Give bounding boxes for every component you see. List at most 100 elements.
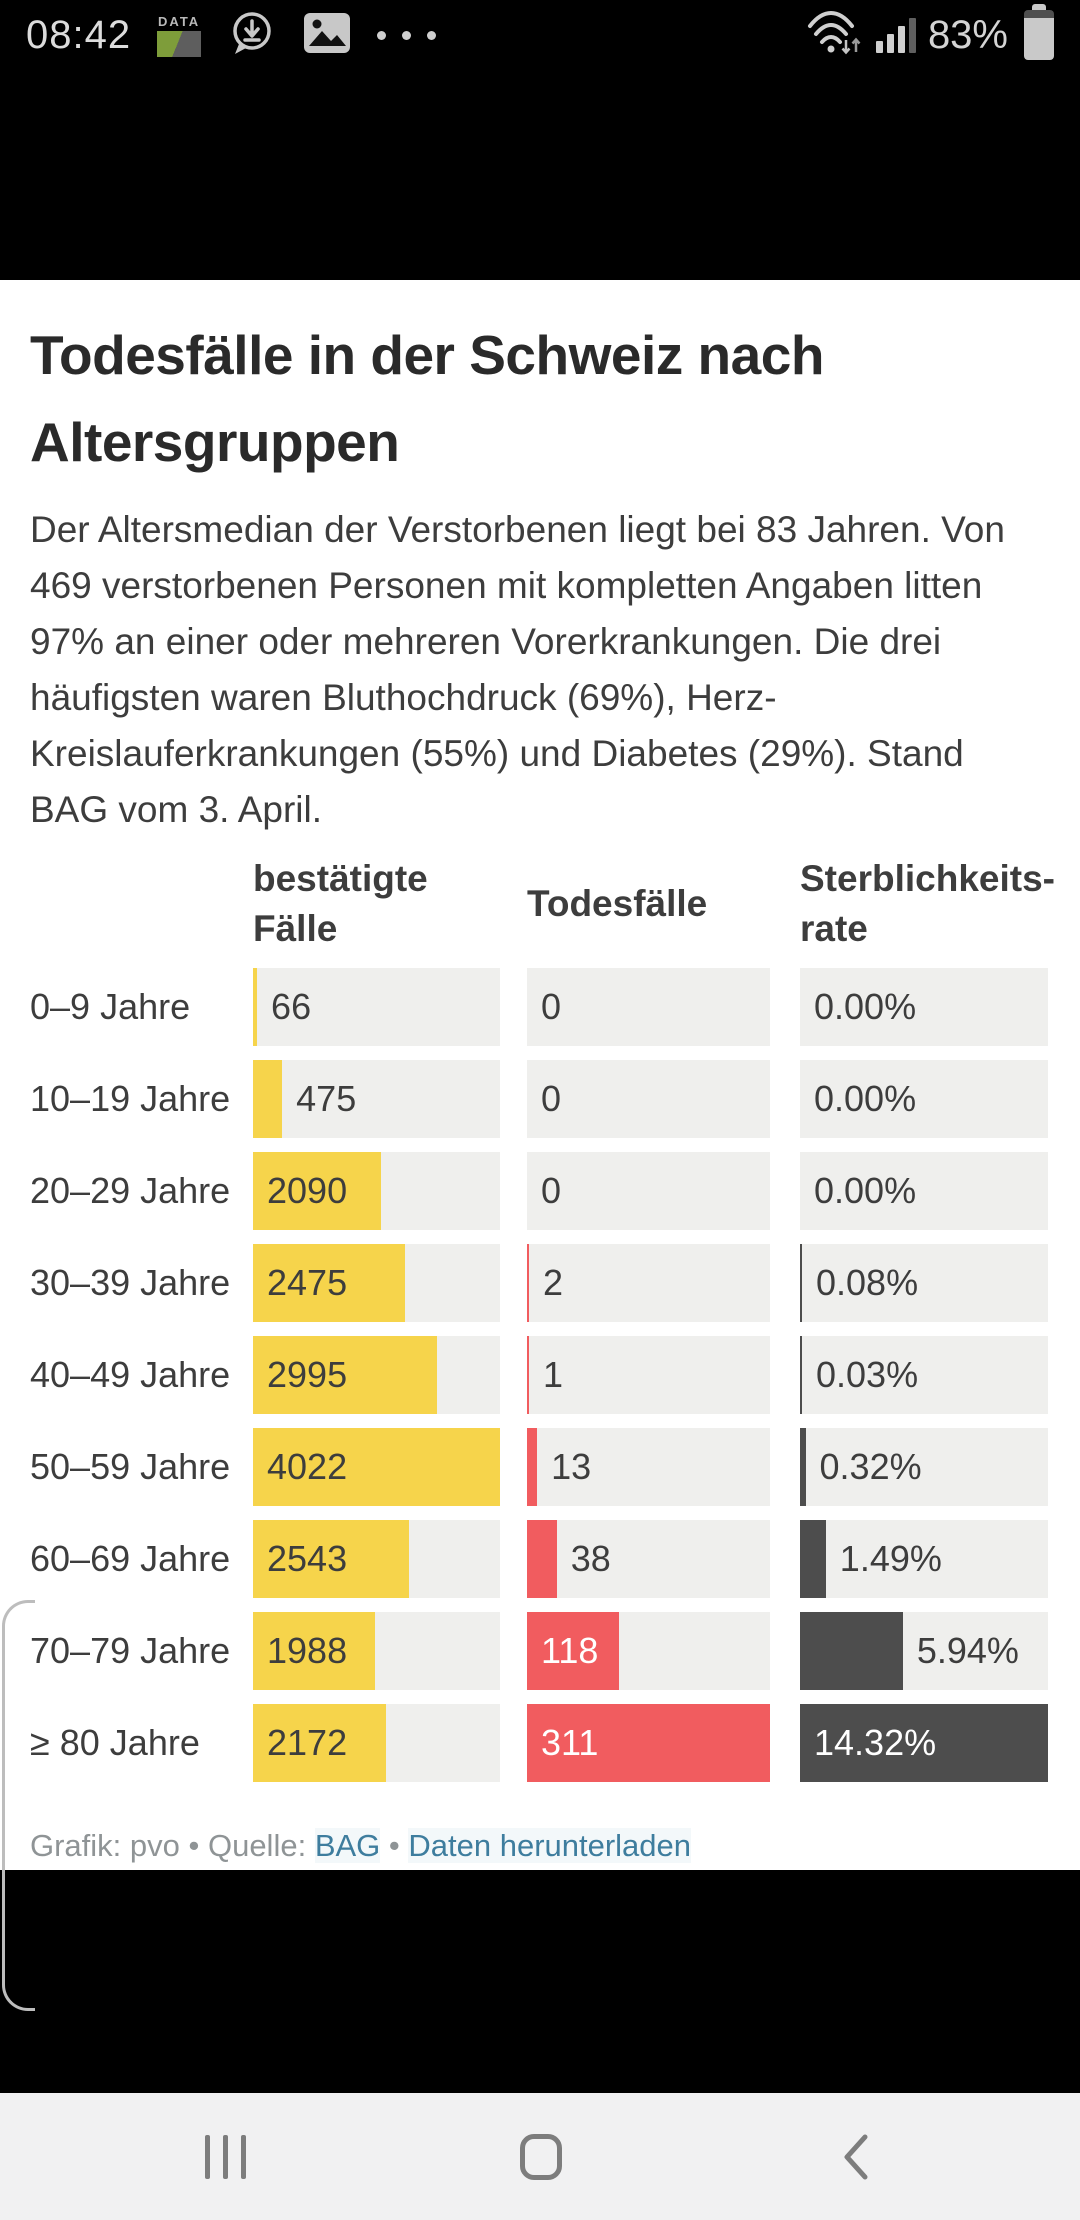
mortality-track: 5.94% [800, 1612, 1048, 1690]
mortality-bar [800, 1336, 802, 1414]
data-usage-icon: DATA [157, 14, 202, 57]
chart-rows: 0–9 Jahre 66 0 0.00% 10–19 Jahre 475 0 0.00% 20–… [30, 968, 1050, 1782]
deaths-value-label: 0 [541, 986, 562, 1027]
mortality-value-label: 0.32% [819, 1446, 922, 1487]
mortality-track: 1.49% [800, 1520, 1048, 1598]
article-card: Todesfälle in der Schweiz nach Altersgru… [0, 280, 1080, 1870]
mortality-value-label: 0.00% [814, 1170, 917, 1211]
source-link[interactable]: BAG [314, 1828, 381, 1863]
chart-row: 50–59 Jahre 4022 13 0.32% [30, 1428, 1050, 1506]
cases-value-label: 2475 [267, 1262, 348, 1303]
cases-bar [253, 1152, 382, 1230]
deaths-bar [527, 1428, 538, 1506]
age-group-label: 20–29 Jahre [30, 1170, 231, 1211]
deaths-track: 118 [527, 1612, 770, 1690]
battery-icon [1024, 4, 1054, 60]
mortality-track: 0.32% [800, 1428, 1048, 1506]
download-notification-icon [227, 8, 277, 63]
recents-button[interactable] [205, 2134, 246, 2179]
mortality-bar [800, 1704, 1048, 1782]
mortality-value-label: 0.08% [816, 1262, 919, 1303]
age-group-label: 60–69 Jahre [30, 1538, 231, 1579]
mortality-track: 14.32% [800, 1704, 1048, 1782]
mortality-track: 0.00% [800, 968, 1048, 1046]
cases-value-label: 66 [271, 986, 312, 1027]
cases-bar [253, 1336, 437, 1414]
deaths-track: 0 [527, 968, 770, 1046]
column-header-mortality: Sterblichkeits-rate [800, 858, 1055, 949]
cases-track: 66 [253, 968, 500, 1046]
article-body: Der Altersmedian der Verstorbenen liegt … [30, 509, 1005, 830]
credit-separator: • [380, 1828, 409, 1863]
mortality-value-label: 5.94% [916, 1630, 1019, 1671]
age-group-label: 70–79 Jahre [30, 1630, 231, 1671]
chart-credit: Grafik: pvo • Quelle: BAG • Daten herunt… [30, 1828, 1050, 1864]
mortality-value-label: 1.49% [839, 1538, 942, 1579]
mortality-bar [800, 1428, 806, 1506]
chart-row: 0–9 Jahre 66 0 0.00% [30, 968, 1050, 1046]
cases-bar [253, 1612, 376, 1690]
page-title: Todesfälle in der Schweiz nach Altersgru… [30, 324, 824, 473]
data-usage-label: DATA [158, 14, 201, 29]
age-group-label: 40–49 Jahre [30, 1354, 231, 1395]
battery-percent: 83% [927, 12, 1008, 57]
mortality-value-label: 14.32% [814, 1722, 937, 1763]
chart-row: 20–29 Jahre 2090 0 0.00% [30, 1152, 1050, 1230]
navigation-bar [0, 2093, 1080, 2220]
deaths-value-label: 0 [541, 1078, 562, 1119]
deaths-value-label: 311 [541, 1722, 599, 1763]
cases-value-label: 475 [296, 1078, 357, 1119]
gallery-notification-icon [303, 12, 351, 59]
home-button[interactable] [519, 2133, 562, 2180]
deaths-bar [527, 1704, 770, 1782]
column-header-cases: bestätigte Fälle [253, 858, 428, 949]
cases-value-label: 2543 [267, 1538, 348, 1579]
cases-value-label: 2090 [267, 1170, 348, 1211]
cases-value-label: 2172 [267, 1722, 348, 1763]
deaths-track: 38 [527, 1520, 770, 1598]
download-data-link[interactable]: Daten herunterladen [408, 1828, 692, 1863]
more-notifications-icon [377, 30, 437, 40]
deaths-value-label: 2 [543, 1262, 564, 1303]
age-group-label: 50–59 Jahre [30, 1446, 231, 1487]
cases-track: 2172 [253, 1704, 500, 1782]
cases-track: 2090 [253, 1152, 500, 1230]
mortality-value-label: 0.00% [814, 986, 917, 1027]
cases-bar [253, 968, 258, 1046]
header-spacer [30, 854, 253, 954]
chart-row: 40–49 Jahre 2995 1 0.03% [30, 1336, 1050, 1414]
age-group-label: 10–19 Jahre [30, 1078, 231, 1119]
credit-text: Grafik: pvo • Quelle: [30, 1828, 315, 1863]
mortality-track: 0.08% [800, 1244, 1048, 1322]
cases-track: 1988 [253, 1612, 500, 1690]
cases-track: 2543 [253, 1520, 500, 1598]
mortality-track: 0.00% [800, 1060, 1048, 1138]
age-group-label: 0–9 Jahre [30, 986, 191, 1027]
deaths-bar [527, 1244, 529, 1322]
mortality-value-label: 0.03% [816, 1354, 919, 1395]
deaths-bar [527, 1612, 620, 1690]
deaths-bar [527, 1336, 529, 1414]
chart-row: 70–79 Jahre 1988 118 5.94% [30, 1612, 1050, 1690]
signal-strength-icon [875, 17, 916, 53]
cases-bar [253, 1704, 387, 1782]
deaths-track: 0 [527, 1152, 770, 1230]
deaths-value-label: 1 [543, 1354, 564, 1395]
chart-row: 60–69 Jahre 2543 38 1.49% [30, 1520, 1050, 1598]
cases-bar [253, 1428, 500, 1506]
mortality-track: 0.03% [800, 1336, 1048, 1414]
deaths-value-label: 118 [541, 1630, 599, 1671]
column-header-deaths: Todesfälle [527, 883, 708, 925]
age-group-label: 30–39 Jahre [30, 1262, 231, 1303]
cases-track: 2995 [253, 1336, 500, 1414]
back-button[interactable] [835, 2131, 875, 2183]
cases-value-label: 1988 [267, 1630, 348, 1671]
deaths-track: 13 [527, 1428, 770, 1506]
mortality-bar [800, 1612, 903, 1690]
cases-bar [253, 1244, 405, 1322]
edge-panel-handle[interactable] [2, 1600, 35, 2011]
deaths-track: 311 [527, 1704, 770, 1782]
chart-row: 30–39 Jahre 2475 2 0.08% [30, 1244, 1050, 1322]
mortality-bar [800, 1244, 802, 1322]
